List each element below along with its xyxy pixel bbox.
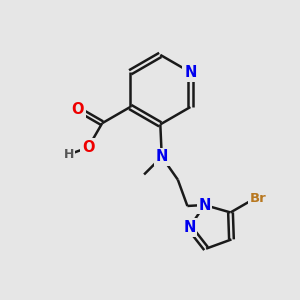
Text: H: H: [64, 148, 74, 161]
Text: N: N: [156, 149, 168, 164]
Text: N: N: [184, 65, 196, 80]
Text: N: N: [198, 197, 211, 212]
Text: O: O: [82, 140, 94, 155]
Text: N: N: [183, 220, 196, 235]
Text: Br: Br: [249, 192, 266, 205]
Text: O: O: [72, 102, 84, 117]
